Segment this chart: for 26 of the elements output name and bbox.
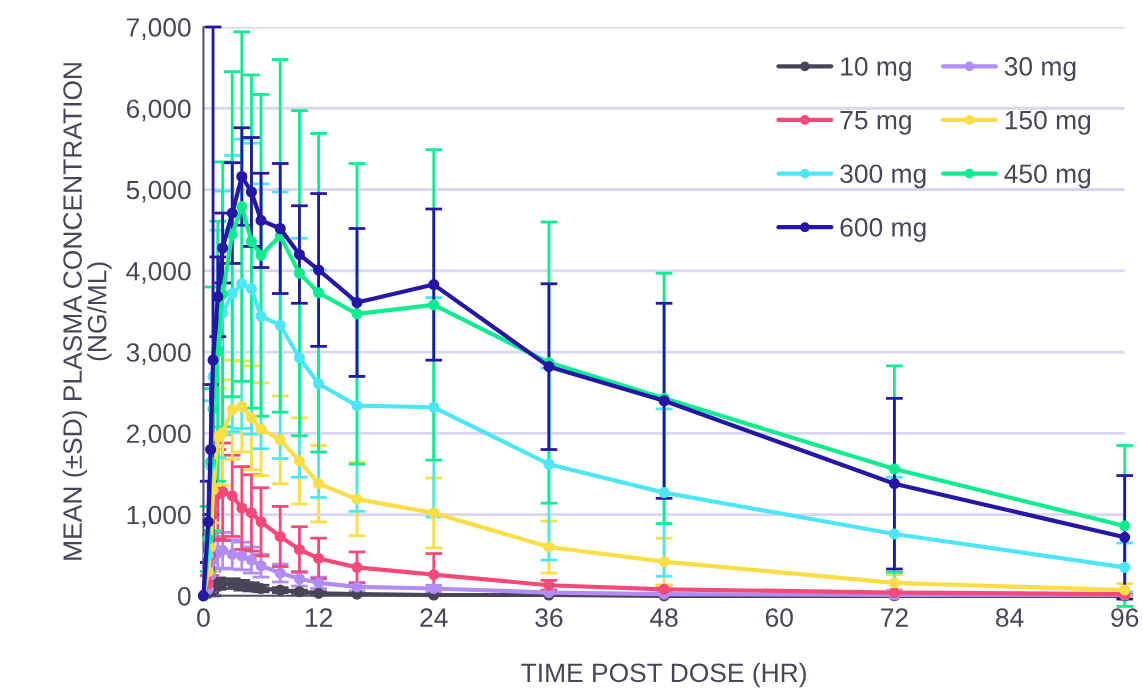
y-axis-title: MEAN (±SD) PLASMA CONCENTRATION (NG/ML) (62, 63, 112, 560)
y-tick-label: 1,000 (127, 505, 191, 528)
legend-label: 10 mg (841, 57, 911, 82)
x-tick-label: 24 (420, 608, 448, 627)
y-tick-label: 3,000 (126, 343, 191, 365)
y-tick-label: 2,000 (126, 424, 191, 447)
x-tick-label: 72 (881, 608, 908, 627)
y-tick-label: 6,000 (126, 99, 191, 122)
x-tick-label: 60 (765, 608, 793, 627)
x-tick-label: 36 (535, 608, 563, 627)
legend-label: 75 mg (840, 111, 911, 135)
y-tick-label: 0 (178, 586, 191, 606)
y-tick-label: 4,000 (126, 261, 191, 284)
legend-label: 30 mg (1004, 57, 1076, 82)
x-tick-label: 48 (650, 608, 678, 627)
y-tick-label: 5,000 (126, 180, 191, 203)
y-tick-label: 7,000 (126, 18, 191, 40)
x-tick-label: 0 (197, 608, 210, 627)
x-tick-label: 84 (996, 608, 1024, 627)
legend-label: 150 mg (1005, 110, 1091, 135)
x-tick-label: 96 (1111, 608, 1139, 627)
legend-label: 600 mg (840, 218, 926, 242)
x-axis-title: TIME POST DOSE (HR) (521, 662, 806, 688)
legend-label: 450 mg (1004, 164, 1091, 189)
legend-label: 300 mg (840, 164, 926, 189)
x-tick-label: 12 (305, 608, 332, 627)
